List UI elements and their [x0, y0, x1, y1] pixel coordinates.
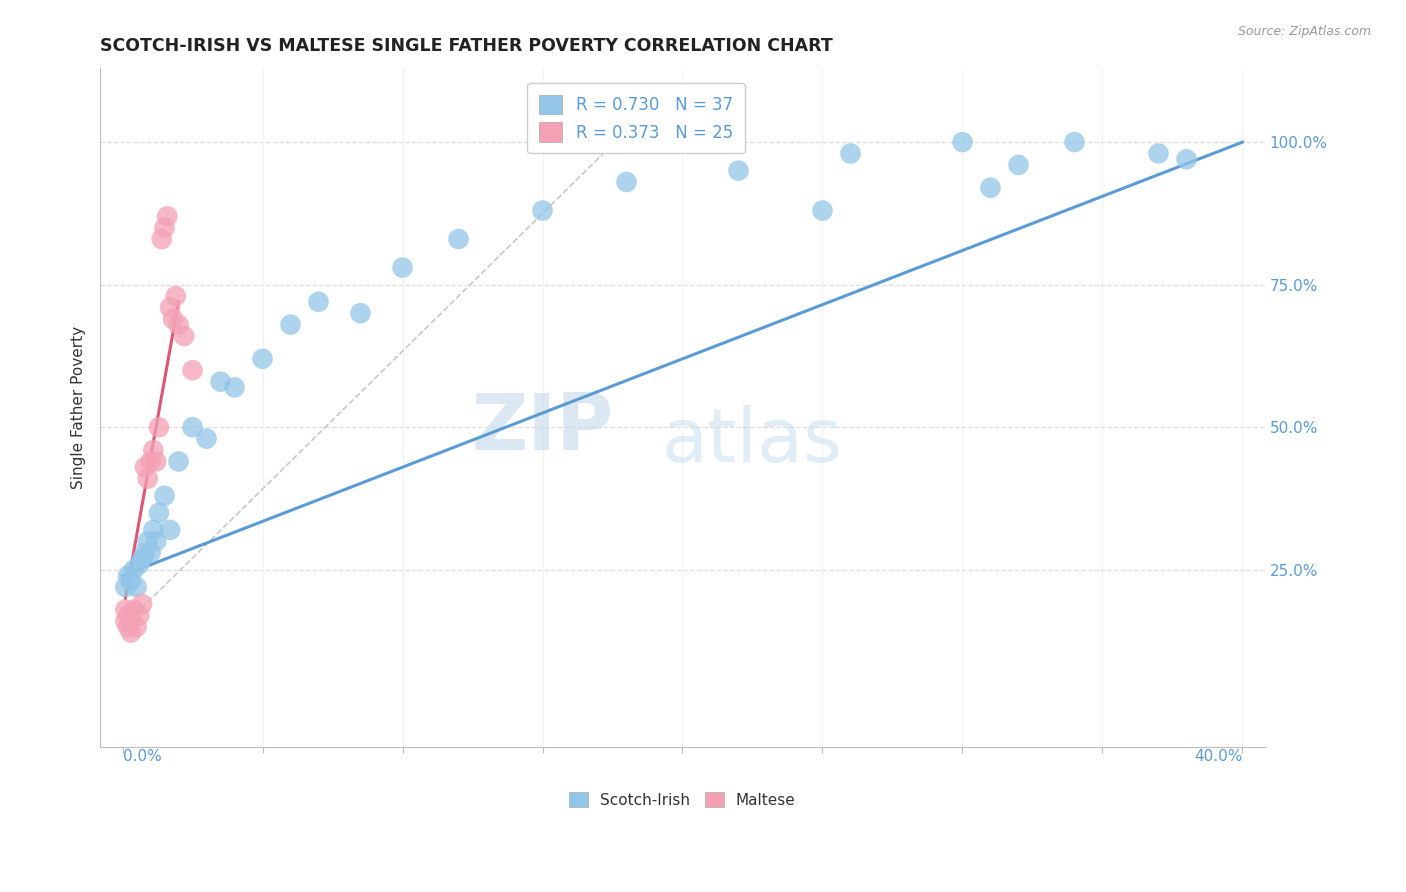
- Point: [131, 597, 153, 611]
- Point: [727, 163, 749, 178]
- Legend: Scotch-Irish, Maltese: Scotch-Irish, Maltese: [564, 786, 801, 814]
- Point: [159, 301, 181, 315]
- Point: [159, 523, 181, 537]
- Point: [136, 534, 159, 549]
- Point: [447, 232, 470, 246]
- Point: [114, 603, 136, 617]
- Point: [122, 603, 145, 617]
- Point: [153, 489, 176, 503]
- Point: [349, 306, 371, 320]
- Point: [131, 551, 153, 566]
- Point: [1175, 152, 1198, 166]
- Point: [145, 534, 167, 549]
- Text: atlas: atlas: [662, 405, 842, 478]
- Point: [128, 608, 150, 623]
- Point: [156, 209, 179, 223]
- Text: Source: ZipAtlas.com: Source: ZipAtlas.com: [1237, 25, 1371, 38]
- Point: [1063, 135, 1085, 149]
- Point: [167, 454, 190, 468]
- Point: [167, 318, 190, 332]
- Point: [165, 289, 187, 303]
- Point: [1147, 146, 1170, 161]
- Text: SCOTCH-IRISH VS MALTESE SINGLE FATHER POVERTY CORRELATION CHART: SCOTCH-IRISH VS MALTESE SINGLE FATHER PO…: [100, 37, 832, 55]
- Point: [181, 420, 204, 434]
- Point: [162, 312, 184, 326]
- Text: ZIP: ZIP: [471, 390, 614, 466]
- Point: [145, 454, 167, 468]
- Point: [308, 294, 330, 309]
- Point: [139, 546, 162, 560]
- Point: [1007, 158, 1029, 172]
- Point: [122, 563, 145, 577]
- Point: [136, 472, 159, 486]
- Point: [952, 135, 974, 149]
- Point: [117, 608, 139, 623]
- Point: [181, 363, 204, 377]
- Point: [142, 523, 165, 537]
- Point: [979, 180, 1001, 194]
- Point: [150, 232, 173, 246]
- Point: [531, 203, 554, 218]
- Point: [134, 460, 156, 475]
- Point: [252, 351, 274, 366]
- Point: [142, 443, 165, 458]
- Point: [839, 146, 862, 161]
- Point: [125, 580, 148, 594]
- Point: [117, 620, 139, 634]
- Point: [209, 375, 232, 389]
- Point: [173, 329, 195, 343]
- Point: [148, 506, 170, 520]
- Point: [128, 557, 150, 571]
- Point: [114, 580, 136, 594]
- Point: [280, 318, 302, 332]
- Point: [391, 260, 413, 275]
- Point: [117, 568, 139, 582]
- Y-axis label: Single Father Poverty: Single Father Poverty: [72, 326, 86, 489]
- Point: [153, 220, 176, 235]
- Point: [134, 546, 156, 560]
- Point: [120, 614, 142, 628]
- Point: [120, 574, 142, 589]
- Point: [139, 454, 162, 468]
- Point: [120, 625, 142, 640]
- Point: [195, 432, 218, 446]
- Point: [811, 203, 834, 218]
- Point: [125, 620, 148, 634]
- Point: [114, 614, 136, 628]
- Point: [224, 380, 246, 394]
- Text: 0.0%: 0.0%: [122, 749, 162, 764]
- Point: [148, 420, 170, 434]
- Text: 40.0%: 40.0%: [1194, 749, 1243, 764]
- Point: [616, 175, 638, 189]
